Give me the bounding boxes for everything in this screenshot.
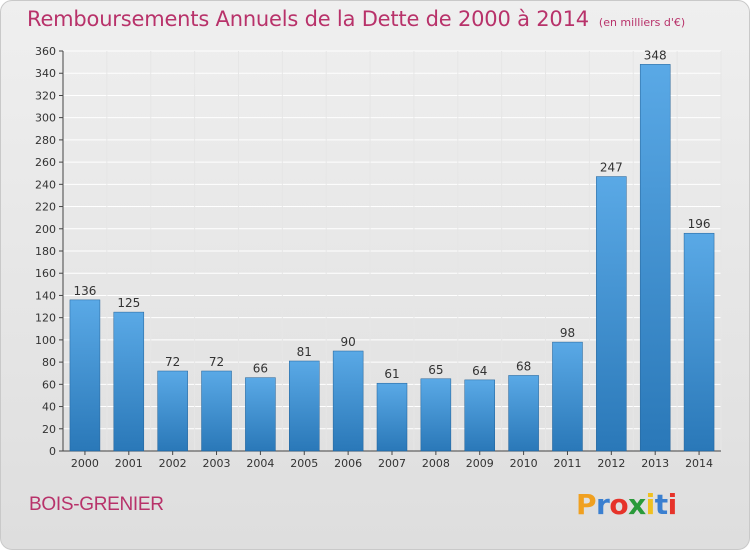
x-tick-label: 2005 [290, 457, 318, 470]
bar [289, 360, 320, 452]
data-label: 348 [644, 48, 667, 62]
data-label: 247 [600, 161, 623, 175]
y-tick-label: 0 [49, 445, 56, 458]
y-tick-label: 220 [35, 201, 56, 214]
data-label: 68 [516, 359, 531, 373]
bar [157, 370, 188, 452]
data-label: 125 [117, 296, 140, 310]
x-tick-label: 2013 [641, 457, 669, 470]
y-tick-label: 140 [35, 289, 56, 302]
y-tick-label: 320 [35, 89, 56, 102]
x-tick-label: 2009 [466, 457, 494, 470]
data-label: 72 [209, 355, 224, 369]
data-label: 90 [340, 335, 355, 349]
y-tick-label: 120 [35, 312, 56, 325]
x-tick-label: 2003 [203, 457, 231, 470]
y-tick-label: 60 [42, 378, 56, 391]
logo-letter: i [645, 488, 656, 521]
bar [245, 377, 276, 452]
bar [420, 378, 452, 452]
x-tick-label: 2014 [685, 457, 713, 470]
logo-letter: i [667, 488, 678, 521]
bar [201, 370, 232, 452]
bars [69, 64, 715, 452]
x-tick-label: 2006 [334, 457, 362, 470]
logo-letter: t [654, 488, 668, 521]
x-tick-label: 2008 [422, 457, 450, 470]
x-tick-label: 2004 [246, 457, 274, 470]
bar [508, 375, 539, 452]
x-tick-label: 2001 [115, 457, 143, 470]
bar [113, 311, 145, 452]
x-tick-label: 2000 [71, 457, 99, 470]
logo-letter: o [609, 488, 629, 521]
y-tick-label: 340 [35, 67, 56, 80]
bar [464, 379, 495, 452]
logo-letter: P [576, 488, 597, 521]
y-tick-label: 20 [42, 423, 56, 436]
data-label: 64 [472, 364, 487, 378]
y-tick-label: 240 [35, 178, 56, 191]
data-label: 65 [428, 363, 443, 377]
data-label: 81 [297, 345, 312, 359]
logo-letter: x [628, 488, 646, 521]
bar [596, 176, 627, 452]
y-tick-label: 360 [35, 45, 56, 58]
y-tick-label: 260 [35, 156, 56, 169]
x-tick-label: 2007 [378, 457, 406, 470]
x-tick-label: 2002 [159, 457, 187, 470]
data-label: 136 [73, 284, 96, 298]
data-label: 196 [688, 217, 711, 231]
bar [332, 350, 364, 452]
bar [683, 232, 715, 452]
bar [69, 299, 101, 452]
x-tick-label: 2011 [553, 457, 581, 470]
y-tick-label: 180 [35, 245, 56, 258]
y-tick-label: 80 [42, 356, 56, 369]
y-tick-label: 160 [35, 267, 56, 280]
y-tick-label: 100 [35, 334, 56, 347]
commune-name: BOIS-GRENIER [29, 494, 164, 515]
y-tick-label: 40 [42, 401, 56, 414]
y-tick-label: 300 [35, 112, 56, 125]
chart-header: Remboursements Annuels de la Dette de 20… [27, 7, 685, 31]
x-tick-label: 2010 [510, 457, 538, 470]
proxiti-logo: Proxiti [576, 488, 677, 521]
bar [639, 64, 671, 452]
y-tick-label: 280 [35, 134, 56, 147]
labels: 136 2000 125 2001 72 2002 72 2003 66 2004 81 2005 90… [71, 48, 713, 470]
data-label: 66 [253, 362, 268, 376]
y-tick-label: 200 [35, 223, 56, 236]
data-label: 72 [165, 355, 180, 369]
chart-subtitle: (en milliers d'€) [598, 16, 686, 29]
chart-title: Remboursements Annuels de la Dette de 20… [27, 7, 589, 31]
logo-letter: r [596, 488, 610, 521]
x-tick-label: 2012 [597, 457, 625, 470]
bar [376, 382, 408, 452]
data-label: 61 [384, 367, 399, 381]
bar [552, 341, 583, 452]
data-label: 98 [560, 326, 575, 340]
